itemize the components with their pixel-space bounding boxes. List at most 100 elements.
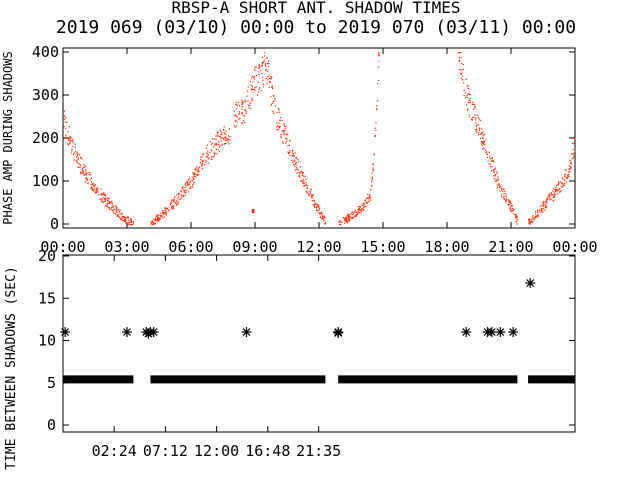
top-data-point: [465, 78, 467, 80]
top-data-point: [268, 86, 270, 88]
top-data-point: [315, 206, 317, 208]
top-data-point: [457, 52, 459, 54]
top-data-point: [296, 168, 298, 170]
top-x-tick-label: 00:00: [40, 238, 85, 256]
top-data-point: [246, 95, 248, 97]
top-data-point: [323, 217, 325, 219]
top-data-point: [502, 191, 504, 193]
top-data-point: [305, 185, 307, 187]
top-data-point: [64, 136, 66, 139]
top-data-point: [319, 216, 321, 218]
top-data-point: [107, 200, 109, 202]
top-data-point: [85, 178, 87, 180]
top-data-point: [150, 221, 152, 223]
top-data-point: [227, 135, 229, 137]
bottom-asterisk-marker: [60, 327, 71, 338]
top-data-point: [63, 126, 65, 128]
top-data-point: [197, 174, 199, 176]
top-data-point: [272, 111, 274, 113]
top-data-point: [211, 156, 213, 158]
top-data-point: [80, 164, 82, 166]
top-data-point: [244, 109, 246, 111]
top-data-point: [228, 128, 230, 130]
top-data-point: [528, 222, 530, 224]
top-data-point: [550, 192, 552, 194]
top-data-point: [269, 77, 271, 80]
top-data-point: [172, 206, 174, 208]
top-data-point: [92, 188, 94, 190]
top-data-point: [555, 189, 557, 191]
top-data-point: [219, 136, 221, 138]
top-data-point: [574, 137, 576, 139]
top-data-point: [162, 212, 164, 214]
top-data-point: [271, 85, 273, 87]
top-data-point: [201, 165, 203, 167]
top-data-point: [67, 139, 70, 141]
top-data-point: [474, 119, 477, 121]
top-data-point: [248, 107, 250, 109]
top-data-point: [184, 192, 186, 194]
top-data-point: [302, 178, 304, 180]
top-data-point: [90, 187, 92, 189]
top-data-point: [460, 69, 462, 71]
top-data-point: [488, 151, 490, 153]
top-data-point: [85, 181, 87, 183]
top-data-point: [128, 222, 130, 224]
top-data-point: [241, 108, 243, 110]
top-data-point: [239, 112, 241, 114]
top-data-point: [71, 140, 74, 143]
top-data-point: [209, 141, 211, 143]
top-data-point: [102, 201, 105, 204]
top-data-point: [120, 217, 122, 220]
top-data-point: [378, 52, 380, 54]
top-data-point: [155, 216, 157, 218]
top-data-point: [471, 118, 473, 120]
top-data-point: [367, 197, 369, 199]
top-data-point: [481, 133, 483, 135]
top-data-point: [169, 204, 171, 206]
top-data-point: [278, 122, 280, 124]
top-data-point: [372, 170, 374, 172]
top-data-point: [90, 183, 92, 186]
top-data-point: [489, 163, 491, 165]
top-x-tick-label: 00:00: [552, 238, 597, 256]
top-data-point: [77, 162, 79, 164]
top-data-point: [121, 218, 123, 220]
top-data-point: [551, 194, 553, 196]
top-data-point: [467, 93, 469, 95]
top-data-point: [343, 218, 345, 220]
top-data-point: [156, 220, 158, 222]
top-data-point: [478, 127, 480, 129]
top-data-point: [251, 77, 253, 79]
top-data-point: [294, 152, 296, 154]
top-data-point: [255, 75, 258, 77]
top-x-tick-label: 18:00: [424, 238, 469, 256]
top-data-point: [220, 140, 222, 142]
bottom-panel: TIME BETWEEN SHADOWS (SEC) 0 5 10 15 20 02:2…: [4, 247, 576, 470]
top-data-point: [371, 176, 373, 178]
top-data-point: [460, 78, 463, 80]
bottom-baseline-band: [528, 375, 575, 384]
top-data-point: [80, 156, 82, 158]
top-data-point: [274, 99, 276, 101]
top-data-point: [569, 171, 571, 173]
top-data-point: [200, 159, 202, 161]
top-data-point: [171, 208, 173, 210]
top-data-point: [253, 75, 255, 77]
top-data-point: [191, 180, 193, 182]
top-data-point: [303, 180, 305, 182]
top-data-point: [250, 108, 252, 110]
top-data-point: [258, 71, 260, 73]
top-data-point: [265, 65, 267, 67]
top-data-point: [352, 214, 354, 216]
top-data-point: [119, 212, 121, 214]
top-data-point: [76, 155, 78, 157]
top-data-point: [130, 221, 132, 223]
top-data-point: [345, 220, 347, 222]
top-data-point: [101, 200, 103, 203]
top-data-point: [272, 94, 275, 96]
top-data-point: [227, 139, 229, 141]
top-data-point: [493, 171, 496, 173]
top-data-point: [235, 101, 237, 103]
top-data-point: [249, 80, 251, 83]
